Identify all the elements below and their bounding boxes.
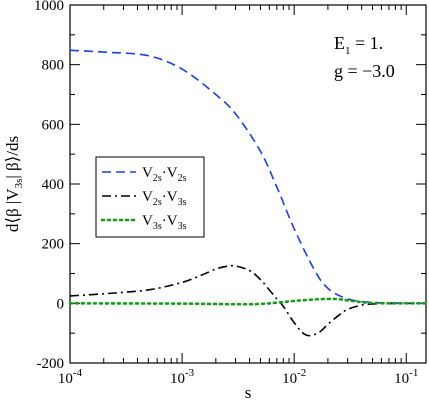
y-tick-label: 1000 xyxy=(34,0,64,14)
annotation-group: E1 = 1. g = −3.0 xyxy=(334,33,395,81)
x-tick-label: 10-3 xyxy=(170,367,195,387)
legend-box xyxy=(95,156,205,238)
y-tick-label: 600 xyxy=(42,117,65,133)
x-tick-label: 10-4 xyxy=(58,367,83,387)
y-tick-label: 400 xyxy=(42,177,65,193)
y-axis-title: d⟨β |V3s| β⟩/ds xyxy=(3,136,25,232)
legend-label-2: V2s·V3s xyxy=(142,189,187,208)
y-tick-label: -200 xyxy=(37,356,65,372)
series-line-3 xyxy=(68,297,428,306)
x-axis-title: s xyxy=(245,383,252,402)
x-tick-label: 10-2 xyxy=(282,367,306,387)
labels-layer: -200 0 200 400 600 800 1000 10-4 10-3 10-2 10-1 xyxy=(34,0,418,387)
y-tick-label: 200 xyxy=(42,237,65,253)
series-line-2 xyxy=(69,264,426,337)
annotation-coupling: g = −3.0 xyxy=(334,61,395,81)
y-tick-label: 0 xyxy=(57,296,65,312)
series-layer xyxy=(68,49,428,337)
axis-ticks xyxy=(69,4,426,364)
x-tick-label: 10-1 xyxy=(394,367,418,387)
legend-label-1: V2s·V2s xyxy=(142,165,187,184)
legend: V2s·V2s V2s·V3s V3s·V3s xyxy=(95,156,205,238)
annotation-energy: E1 = 1. xyxy=(334,33,383,57)
y-tick-label: 800 xyxy=(42,58,65,74)
legend-label-3: V3s·V3s xyxy=(142,213,187,232)
